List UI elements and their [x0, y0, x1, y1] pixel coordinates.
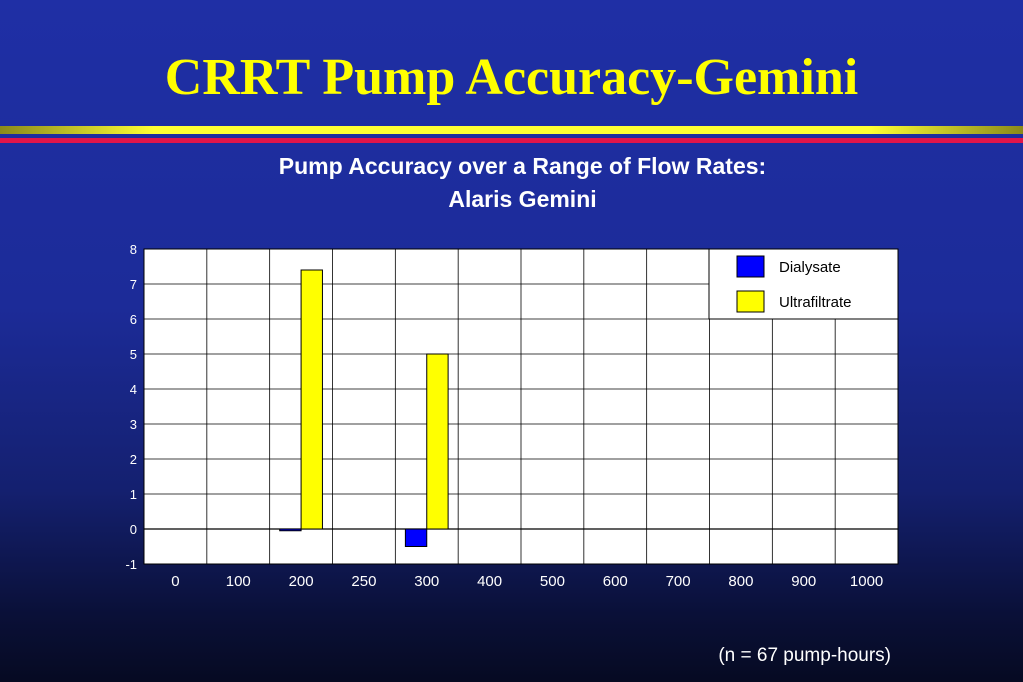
x-tick-label: 700 [666, 573, 691, 590]
y-axis-tick-labels: 8 7 6 5 4 3 2 1 0 -1 [125, 242, 137, 572]
y-tick-label: 2 [130, 452, 137, 467]
x-tick-label: 600 [603, 573, 628, 590]
x-tick-label: 400 [477, 573, 502, 590]
bar-dialysate-300 [404, 528, 428, 547]
bar-ultrafiltrate-300 [426, 353, 449, 530]
x-tick-label: 300 [414, 573, 439, 590]
sample-size-footnote: (n = 67 pump-hours) [718, 645, 891, 666]
y-tick-label: 7 [130, 277, 137, 292]
chart-title-line-2: Alaris Gemini [448, 186, 597, 212]
bars [279, 269, 449, 547]
bar-dialysate-200 [279, 528, 302, 532]
y-tick-label: 6 [130, 312, 137, 327]
title-underline-yellow [0, 126, 1023, 134]
legend-label-ultrafiltrate: Ultrafiltrate [779, 294, 852, 311]
bar-ultrafiltrate-200 [300, 269, 323, 530]
x-tick-label: 0 [171, 573, 179, 590]
legend: Dialysate Ultrafiltrate [708, 248, 899, 320]
y-tick-label: 0 [130, 522, 137, 537]
x-tick-label: 1000 [850, 573, 883, 590]
x-tick-label: 200 [289, 573, 314, 590]
x-tick-label: 800 [728, 573, 753, 590]
legend-label-dialysate: Dialysate [779, 259, 841, 276]
legend-swatch-dialysate [736, 255, 765, 278]
x-tick-label: 250 [351, 573, 376, 590]
y-tick-label: 4 [130, 382, 137, 397]
x-tick-label: 100 [226, 573, 251, 590]
y-tick-label: 8 [130, 242, 137, 257]
y-tick-label: 1 [130, 487, 137, 502]
chart-title-line-1: Pump Accuracy over a Range of Flow Rates… [278, 153, 767, 179]
x-tick-label: 500 [540, 573, 565, 590]
x-tick-label: 900 [791, 573, 816, 590]
y-tick-label: 5 [130, 347, 137, 362]
y-tick-label: -1 [125, 557, 137, 572]
legend-swatch-ultrafiltrate [736, 290, 765, 313]
chart-title: Pump Accuracy over a Range of Flow Rates… [0, 150, 1023, 216]
x-axis-tick-labels: 0 100 200 250 300 400 500 600 700 800 900 1000 [171, 573, 883, 590]
y-tick-label: 3 [130, 417, 137, 432]
slide-title: CRRT Pump Accuracy-Gemini [164, 49, 859, 106]
title-underline-red [0, 138, 1023, 143]
